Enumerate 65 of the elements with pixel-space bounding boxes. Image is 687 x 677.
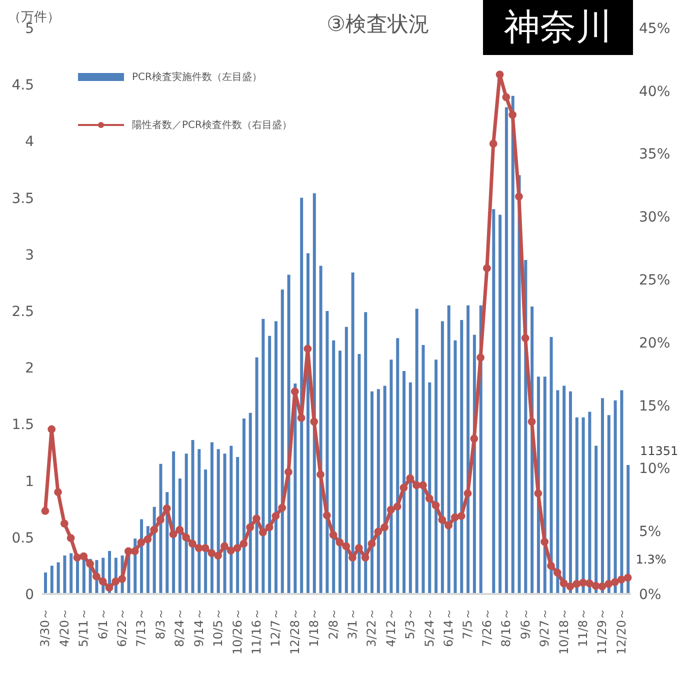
- x-tick-label: 12/20～: [614, 608, 628, 655]
- y-tick-label: 4.5: [12, 78, 34, 94]
- x-tick-label: 10/18～: [556, 608, 571, 655]
- x-tick-label: 5/3～: [403, 608, 418, 640]
- x-tick-label: 5/11～: [76, 608, 91, 647]
- y-tick-label: 3: [25, 247, 34, 264]
- x-tick-label: 10/26～: [230, 608, 244, 655]
- bar: [498, 214, 502, 594]
- x-tick-label: 7/5～: [460, 608, 475, 640]
- y2-tick-label: 20%: [639, 335, 670, 352]
- x-tick-label: 1/18～: [307, 608, 322, 647]
- x-tick-label: 12/7～: [268, 608, 283, 647]
- bar: [504, 107, 508, 594]
- y2-tick-label: 40%: [639, 84, 670, 100]
- bar: [70, 553, 73, 594]
- y2-tick-label: 30%: [639, 210, 670, 226]
- x-tick-label: 8/24～: [172, 608, 187, 647]
- y-tick-label: 2: [25, 360, 34, 377]
- x-tick-label: 2/8～: [326, 608, 340, 640]
- x-tick-label: 5/24～: [422, 608, 436, 647]
- x-tick-label: 4/20～: [57, 608, 72, 647]
- y-tick-label: 1.5: [12, 417, 34, 434]
- x-tick-label: 3/22～: [364, 608, 379, 647]
- legend-label: PCR検査実施件数（左目盛）: [132, 70, 262, 84]
- y-tick-label: 1: [25, 474, 34, 490]
- bar: [56, 562, 60, 594]
- y-tick-label: 2.5: [12, 304, 34, 320]
- x-tick-label: 9/27～: [538, 608, 552, 647]
- x-tick-label: 11/8～: [576, 608, 590, 647]
- x-tick-label: 11/29～: [595, 608, 610, 655]
- x-tick-label: 11/16～: [249, 608, 264, 655]
- y2-tick-label: 10%: [639, 461, 670, 478]
- y2-tick-label: 5%: [639, 524, 662, 540]
- x-tick-label: 12/28～: [288, 608, 302, 655]
- y2-tick-label: 0%: [639, 586, 662, 603]
- x-tick-label: 4/12～: [384, 608, 398, 647]
- bar: [63, 556, 66, 594]
- bar: [44, 572, 47, 594]
- x-tick-label: 3/1～: [346, 608, 360, 640]
- y2-tick-label: 45%: [639, 20, 670, 37]
- x-tick-label: 8/3～: [153, 608, 168, 640]
- data-label: 1.3%: [636, 552, 666, 567]
- text: 11351: [640, 444, 678, 458]
- y2-tick-label: 35%: [639, 146, 670, 163]
- x-tick-label: 3/30～: [38, 608, 52, 647]
- y-tick-label: 0.5: [12, 530, 34, 546]
- x-tick-label: 7/26～: [480, 608, 494, 647]
- bar: [492, 209, 496, 594]
- bar: [50, 566, 54, 594]
- chart-subtitle: 神奈川: [483, 0, 633, 55]
- x-tick-label: 10/5～: [211, 608, 226, 647]
- legend-label: 陽性者数／PCR検査件数（右目盛）: [132, 118, 292, 132]
- x-tick-label: 7/13～: [134, 608, 148, 647]
- x-tick-label: 9/14～: [192, 608, 206, 647]
- y-tick-label: 0: [25, 586, 34, 603]
- x-tick-label: 9/6～: [518, 608, 532, 640]
- chart-title: ③検査状況: [326, 11, 430, 38]
- y-tick-label: 4: [25, 134, 34, 150]
- y-tick-label: 3.5: [12, 190, 34, 207]
- x-tick-label: 6/14～: [442, 608, 456, 647]
- y2-tick-label: 15%: [639, 398, 670, 414]
- x-tick-label: 6/22～: [115, 608, 130, 647]
- x-tick-label: 8/16～: [499, 608, 514, 647]
- x-tick-label: 6/1～: [96, 608, 110, 640]
- y2-tick-label: 25%: [639, 272, 670, 289]
